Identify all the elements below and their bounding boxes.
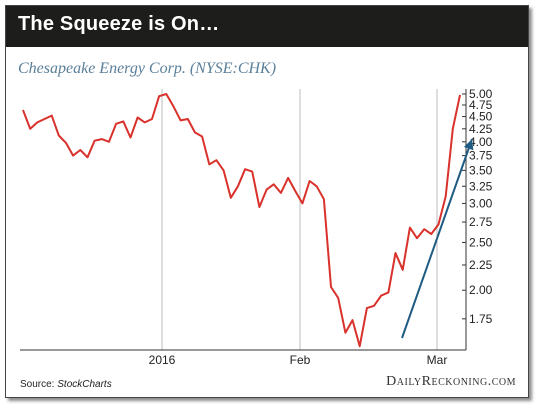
y-tick-label: 3.25 bbox=[469, 179, 493, 193]
source-name: StockCharts bbox=[57, 379, 112, 390]
y-tick-label: 4.25 bbox=[469, 122, 493, 136]
y-tick-label: 4.50 bbox=[469, 110, 493, 124]
title-bar: The Squeeze is On… bbox=[6, 6, 528, 47]
y-axis-labels: 5.004.754.504.254.003.753.50 3.25 3.00 2.75… bbox=[462, 87, 493, 326]
y-tick-label: 3.00 bbox=[469, 196, 493, 210]
axis bbox=[20, 89, 467, 351]
price-line bbox=[22, 93, 461, 348]
x-tick-label: Feb bbox=[290, 353, 311, 367]
y-tick-label: 3.75 bbox=[469, 149, 493, 163]
y-tick-label: 2.50 bbox=[469, 235, 493, 249]
x-axis-labels: 2016 Feb Mar bbox=[149, 353, 448, 367]
y-tick-label: 5.00 bbox=[469, 87, 493, 101]
y-tick-label: 4.00 bbox=[469, 135, 493, 149]
chart-frame: The Squeeze is On… Chesapeake Energy Cor… bbox=[5, 5, 529, 398]
trend-arrow bbox=[401, 138, 474, 339]
y-tick-label: 1.75 bbox=[469, 312, 493, 326]
price-series bbox=[22, 93, 461, 348]
grid-lines bbox=[161, 89, 438, 350]
page-title: The Squeeze is On… bbox=[18, 13, 220, 35]
trend-arrow-shaft bbox=[401, 138, 473, 339]
y-tick-label: 3.50 bbox=[469, 163, 493, 177]
brand-logo: DailyReckoning.com bbox=[386, 374, 516, 389]
trend-arrow-head bbox=[463, 139, 474, 151]
y-tick-label: 2.25 bbox=[469, 258, 493, 272]
source-note: Source: StockCharts bbox=[20, 379, 112, 390]
source-prefix: Source: bbox=[20, 379, 58, 390]
y-tick-label: 2.00 bbox=[469, 283, 493, 297]
y-tick-label: 4.75 bbox=[469, 98, 493, 112]
y-tick-label: 2.75 bbox=[469, 215, 493, 229]
x-tick-label: 2016 bbox=[149, 353, 176, 367]
chart-subtitle: Chesapeake Energy Corp. (NYSE:CHK) bbox=[18, 60, 277, 77]
x-tick-label: Mar bbox=[427, 353, 448, 367]
